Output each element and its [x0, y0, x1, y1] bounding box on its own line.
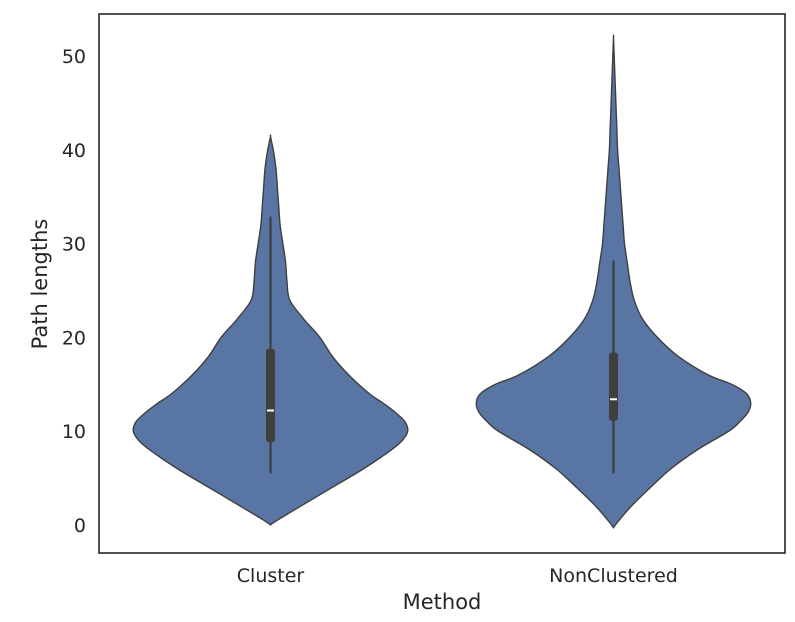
violin-iqr-box	[266, 348, 275, 443]
x-tick-label: NonClustered	[549, 565, 678, 587]
y-tick-label: 30	[62, 234, 86, 256]
y-tick-label: 0	[74, 515, 86, 537]
y-axis-title: Path lengths	[28, 219, 52, 350]
x-axis-title: Method	[403, 590, 482, 614]
violin-iqr-box	[609, 352, 618, 421]
y-tick-label: 40	[62, 140, 86, 162]
plot-frame	[98, 13, 786, 554]
y-tick-label: 20	[62, 327, 86, 349]
y-tick-label: 50	[62, 46, 86, 68]
y-tick-label: 10	[62, 421, 86, 443]
violins-layer	[132, 34, 752, 529]
x-tick-label: Cluster	[237, 565, 305, 587]
x-axis-ticks: Cluster NonClustered	[237, 565, 678, 587]
y-axis-ticks: 0 10 20 30 40 50	[62, 46, 86, 537]
